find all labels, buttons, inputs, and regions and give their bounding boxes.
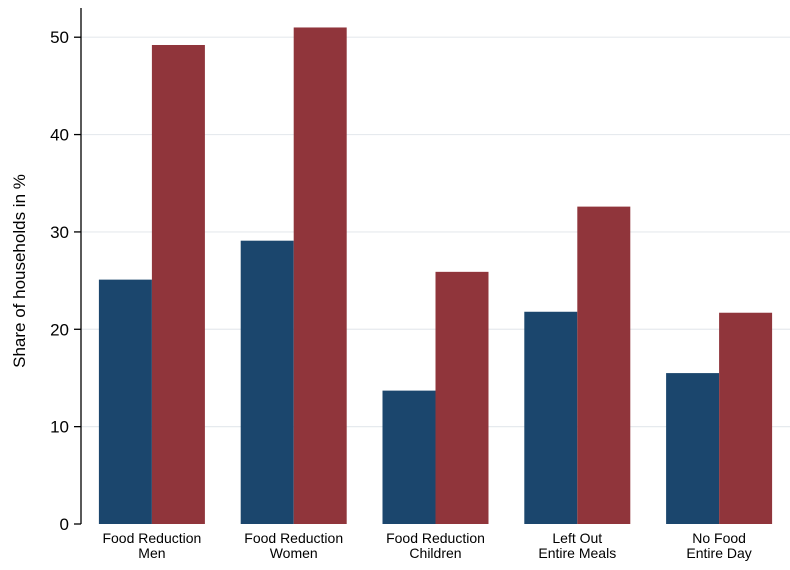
y-tick-label-0: 0 [60,515,69,534]
bar-series1-cat1 [98,279,152,524]
y-axis-ticks: 0 10 20 30 40 50 [50,28,81,534]
x-category-label-1: Food Reduction Men [102,530,201,561]
x-category-label-3: Food Reduction Children [386,530,485,561]
y-tick-label-20: 20 [50,320,69,339]
bars [98,27,773,525]
bar-series1-cat4 [524,311,578,524]
bar-series2-cat4 [577,206,631,524]
bar-series2-cat2 [293,27,347,524]
bar-series2-cat5 [719,312,773,524]
x-axis-labels: Food Reduction Men Food Reduction Women Food… [102,530,751,561]
bar-series1-cat3 [382,390,436,524]
bar-series2-cat1 [151,44,205,525]
y-axis-title: Share of households in % [10,174,29,368]
x-category-label-2: Food Reduction Women [244,530,343,561]
bar-series2-cat3 [435,271,489,524]
x-category-label-5: No Food Entire Day [686,530,751,561]
x-category-label-4: Left Out Entire Meals [538,530,616,561]
bar-series1-cat5 [666,373,720,524]
y-tick-label-30: 30 [50,223,69,242]
y-tick-label-50: 50 [50,28,69,47]
y-tick-label-40: 40 [50,126,69,145]
bar-series1-cat2 [240,240,294,524]
y-tick-label-10: 10 [50,418,69,437]
